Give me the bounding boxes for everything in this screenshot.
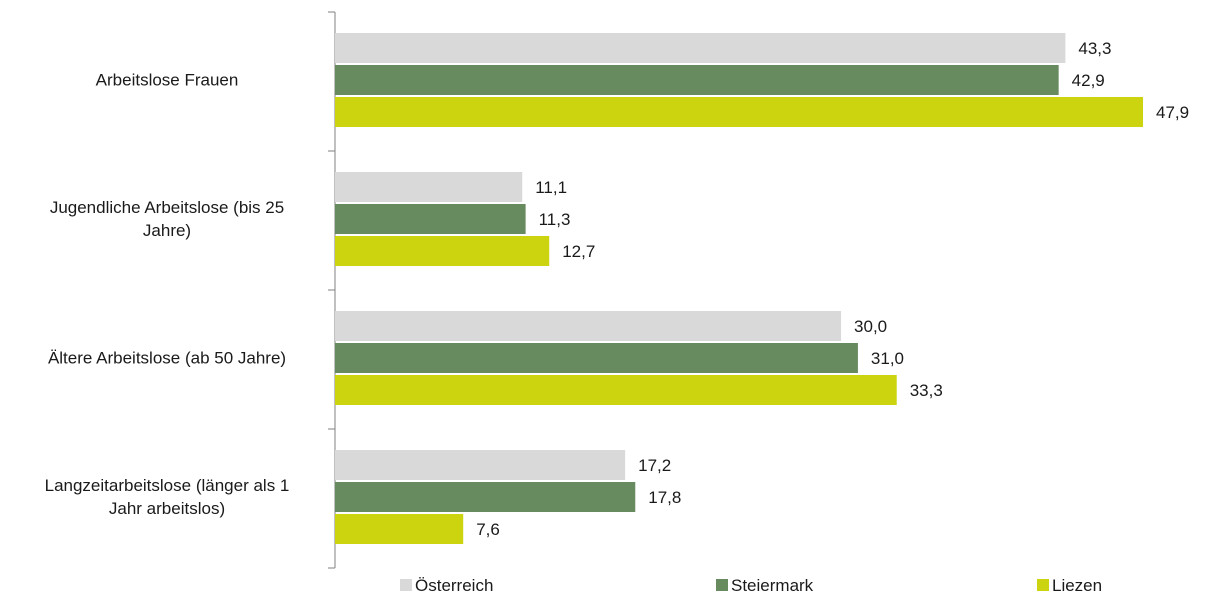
data-label: 11,1: [535, 178, 567, 197]
legend-label: Steiermark: [731, 576, 814, 595]
data-label: 12,7: [562, 242, 595, 261]
data-label: 7,6: [476, 520, 500, 539]
category-label: Jugendliche Arbeitslose (bis 25 Jahre): [50, 198, 284, 240]
bar--sterreich: [335, 450, 626, 480]
bar-liezen: [335, 97, 1143, 127]
data-label: 33,3: [910, 381, 943, 400]
category-label-line: Jahre): [143, 221, 191, 240]
category-label-line: Langzeitarbeitslose (länger als 1: [45, 476, 290, 495]
bar-liezen: [335, 236, 550, 266]
data-label: 42,9: [1072, 71, 1105, 90]
data-label: 17,2: [638, 456, 671, 475]
bar-steiermark: [335, 65, 1059, 95]
bars-layer: [335, 33, 1143, 544]
data-label: 11,3: [539, 210, 571, 229]
bar-steiermark: [335, 204, 526, 234]
data-label: 30,0: [854, 317, 887, 336]
legend-swatch: [716, 579, 728, 591]
category-label: Ältere Arbeitslose (ab 50 Jahre): [48, 349, 286, 368]
legend-label: Österreich: [415, 576, 493, 595]
bar-liezen: [335, 375, 897, 405]
legend-swatch: [400, 579, 412, 591]
category-label-line: Arbeitslose Frauen: [96, 71, 239, 90]
category-label-line: Ältere Arbeitslose (ab 50 Jahre): [48, 349, 286, 368]
legend-swatch: [1037, 579, 1049, 591]
data-label: 31,0: [871, 349, 904, 368]
data-label: 17,8: [648, 488, 681, 507]
category-label: Arbeitslose Frauen: [96, 71, 239, 90]
legend-label: Liezen: [1052, 576, 1102, 595]
bar--sterreich: [335, 172, 523, 202]
bar-steiermark: [335, 482, 636, 512]
bar--sterreich: [335, 311, 842, 341]
category-label-line: Jugendliche Arbeitslose (bis 25: [50, 198, 284, 217]
category-label: Langzeitarbeitslose (länger als 1 Jahr ar…: [45, 476, 290, 518]
data-label: 43,3: [1078, 39, 1111, 58]
bar-steiermark: [335, 343, 858, 373]
axis-layer: [328, 11, 336, 569]
labels-layer: Arbeitslose Frauen Jugendliche Arbeitslos…: [45, 39, 1189, 539]
data-label: 47,9: [1156, 103, 1189, 122]
bar--sterreich: [335, 33, 1066, 63]
legend: Österreich Steiermark Liezen: [400, 576, 1102, 595]
category-label-line: Jahr arbeitslos): [109, 499, 225, 518]
bar-liezen: [335, 514, 464, 544]
